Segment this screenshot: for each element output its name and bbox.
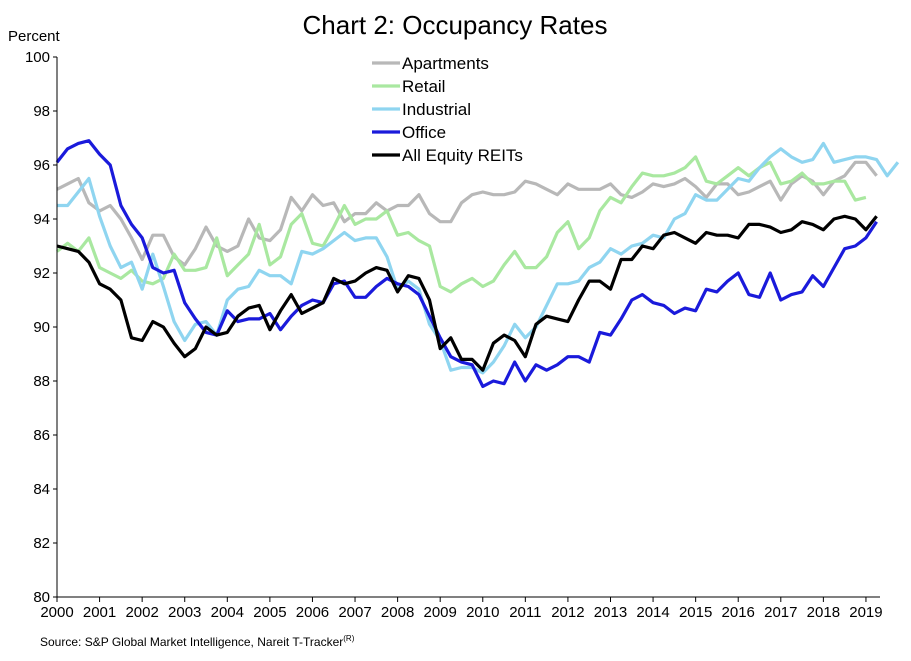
legend-label-apartments: Apartments xyxy=(402,54,489,73)
x-tick-label: 2017 xyxy=(764,604,797,621)
x-tick-label: 2002 xyxy=(125,604,158,621)
x-tick-label: 2010 xyxy=(466,604,499,621)
y-axis-label: Percent xyxy=(8,28,61,45)
source-text: Source: S&P Global Market Intelligence, … xyxy=(40,635,343,649)
y-tick-label: 96 xyxy=(33,157,50,174)
series-line-retail xyxy=(56,155,867,294)
legend-label-retail: Retail xyxy=(402,77,445,96)
x-tick-label: 2011 xyxy=(509,604,541,621)
x-tick-label: 2003 xyxy=(168,604,201,621)
source-superscript: (R) xyxy=(343,634,354,643)
y-tick-label: 86 xyxy=(33,427,50,444)
series-line-office xyxy=(55,139,878,388)
x-tick-label: 2005 xyxy=(253,604,286,621)
source-note: Source: S&P Global Market Intelligence, … xyxy=(40,634,355,649)
series-line-all-equity-reits xyxy=(56,214,878,372)
axes-layer: 80 82 84 86 88 90 92 94 96 98 100 2000 2001 2002 2003 2… xyxy=(25,49,883,621)
series-layer xyxy=(55,139,900,388)
legend: Apartments Retail Industrial Office All Equi… xyxy=(372,54,523,165)
legend-label-all-equity-reits: All Equity REITs xyxy=(402,146,523,165)
y-tick-label: 98 xyxy=(33,103,50,120)
x-tick-label: 2007 xyxy=(338,604,371,621)
chart-title: Chart 2: Occupancy Rates xyxy=(303,10,608,40)
y-tick-label: 80 xyxy=(33,589,50,606)
y-tick-label: 100 xyxy=(25,49,50,66)
x-tick-label: 2004 xyxy=(211,604,244,621)
x-tick-label: 2012 xyxy=(551,604,584,621)
y-tick-label: 94 xyxy=(33,211,50,228)
x-tick-label: 2019 xyxy=(849,604,882,621)
x-tick-label: 2008 xyxy=(381,604,414,621)
x-tick-label: 2001 xyxy=(83,604,116,621)
x-tick-label: 2015 xyxy=(679,604,712,621)
y-tick-label: 82 xyxy=(33,535,50,552)
x-tick-label: 2000 xyxy=(40,604,73,621)
series-line-apartments xyxy=(56,160,878,267)
series-line-industrial xyxy=(57,141,900,375)
y-tick-label: 84 xyxy=(33,481,50,498)
y-tick-label: 92 xyxy=(33,265,50,282)
y-tick-label: 90 xyxy=(33,319,50,336)
y-tick-label: 88 xyxy=(33,373,50,390)
x-tick-label: 2014 xyxy=(636,604,669,621)
x-tick-label: 2018 xyxy=(807,604,840,621)
x-tick-label: 2016 xyxy=(722,604,755,621)
x-tick-label: 2013 xyxy=(594,604,627,621)
x-tick-label: 2006 xyxy=(296,604,329,621)
x-tick-label: 2009 xyxy=(423,604,456,621)
legend-label-industrial: Industrial xyxy=(402,100,471,119)
legend-label-office: Office xyxy=(402,123,446,142)
